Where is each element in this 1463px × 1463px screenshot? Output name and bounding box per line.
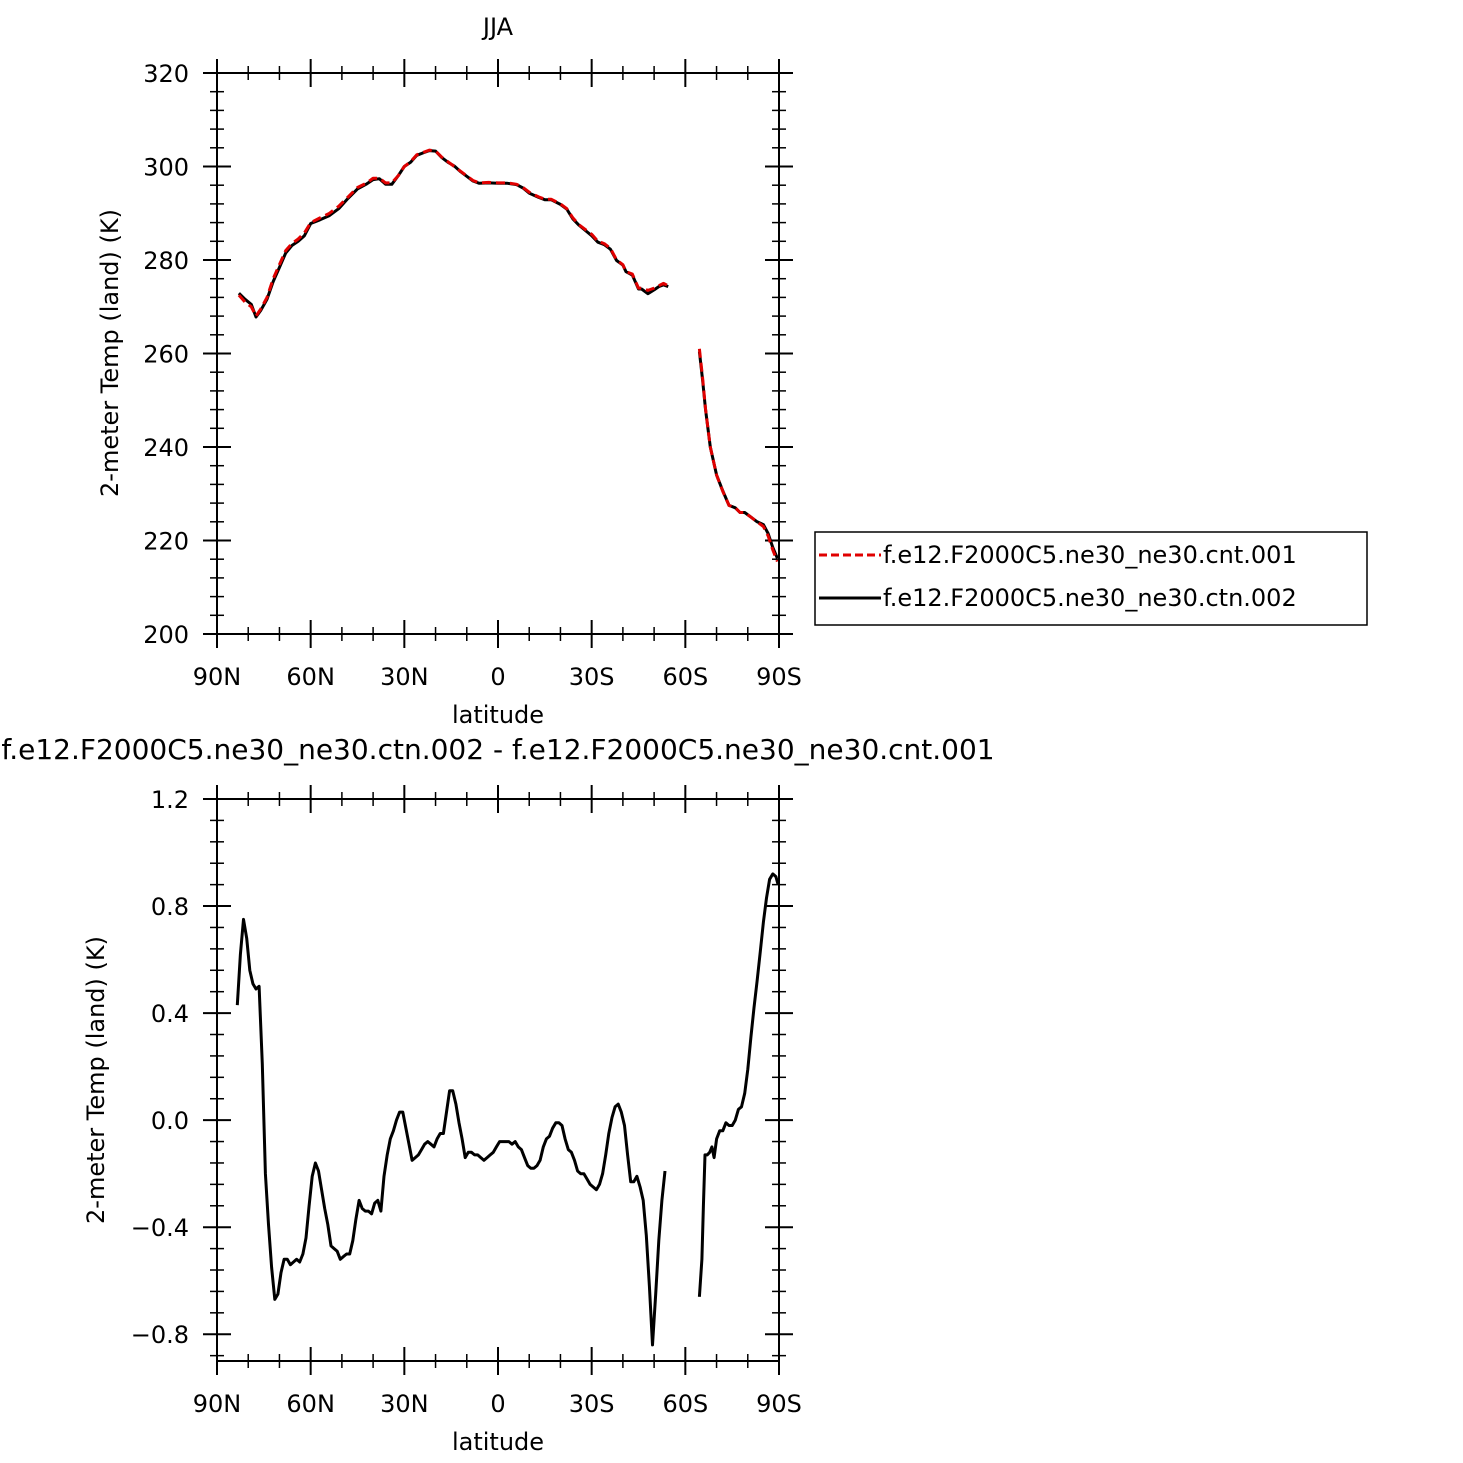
y-tick-label: −0.8 bbox=[131, 1321, 189, 1349]
top-panel: JJA 2-meter Temp (land) (K) latitude 200… bbox=[96, 13, 1368, 729]
bottom-y-tick-labels: −0.8 −0.4 0.0 0.4 0.8 1.2 bbox=[131, 786, 189, 1349]
y-tick-label: 240 bbox=[143, 434, 189, 462]
bottom-panel: f.e12.F2000C5.ne30_ne30.ctn.002 - f.e12.… bbox=[1, 733, 994, 1456]
x-tick-label: 30N bbox=[380, 1390, 429, 1418]
bottom-title: f.e12.F2000C5.ne30_ne30.ctn.002 - f.e12.… bbox=[1, 733, 994, 766]
y-tick-label: 200 bbox=[143, 621, 189, 649]
top-x-axis-label: latitude bbox=[452, 701, 544, 729]
bottom-series-lines bbox=[235, 872, 780, 1347]
legend-label-ctn002: f.e12.F2000C5.ne30_ne30.ctn.002 bbox=[883, 584, 1297, 612]
series-line-difference bbox=[235, 917, 667, 1347]
x-tick-label: 0 bbox=[490, 663, 505, 691]
bottom-y-axis-label: 2-meter Temp (land) (K) bbox=[82, 936, 110, 1224]
y-tick-label: 260 bbox=[143, 341, 189, 369]
top-y-tick-labels: 200 220 240 260 280 300 320 bbox=[143, 60, 189, 649]
y-tick-label: 1.2 bbox=[151, 786, 189, 814]
bottom-x-tick-labels: 90N 60N 30N 0 30S 60S 90S bbox=[193, 1390, 802, 1418]
top-y-axis-label: 2-meter Temp (land) (K) bbox=[96, 209, 124, 497]
x-tick-label: 60N bbox=[286, 663, 335, 691]
bottom-ticks bbox=[203, 785, 793, 1375]
y-tick-label: 280 bbox=[143, 247, 189, 275]
series-line-difference bbox=[697, 872, 780, 1297]
x-tick-label: 60S bbox=[662, 1390, 708, 1418]
top-legend: f.e12.F2000C5.ne30_ne30.cnt.001 f.e12.F2… bbox=[814, 531, 1368, 626]
x-tick-label: 60N bbox=[286, 1390, 335, 1418]
series-line-cnt001 bbox=[697, 348, 779, 563]
y-tick-label: 0.4 bbox=[151, 1000, 189, 1028]
top-series-lines bbox=[237, 148, 779, 563]
bottom-x-axis-label: latitude bbox=[452, 1428, 544, 1456]
top-title: JJA bbox=[481, 13, 514, 41]
bottom-plot-frame bbox=[216, 798, 780, 1362]
x-tick-label: 90N bbox=[193, 1390, 242, 1418]
legend-box bbox=[814, 531, 1368, 626]
x-tick-label: 90N bbox=[193, 663, 242, 691]
y-tick-label: 320 bbox=[143, 60, 189, 88]
x-tick-label: 30S bbox=[569, 663, 615, 691]
y-tick-label: 0.0 bbox=[151, 1107, 189, 1135]
x-tick-label: 60S bbox=[662, 663, 708, 691]
x-tick-label: 0 bbox=[490, 1390, 505, 1418]
series-line-cnt001 bbox=[237, 148, 669, 318]
x-tick-label: 30S bbox=[569, 1390, 615, 1418]
x-tick-label: 90S bbox=[756, 1390, 802, 1418]
y-tick-label: 220 bbox=[143, 528, 189, 556]
y-tick-label: −0.4 bbox=[131, 1214, 189, 1242]
y-tick-label: 0.8 bbox=[151, 893, 189, 921]
top-x-tick-labels: 90N 60N 30N 0 30S 60S 90S bbox=[193, 663, 802, 691]
x-tick-label: 90S bbox=[756, 663, 802, 691]
x-tick-label: 30N bbox=[380, 663, 429, 691]
legend-label-cnt001: f.e12.F2000C5.ne30_ne30.cnt.001 bbox=[883, 541, 1297, 569]
top-ticks bbox=[203, 59, 793, 648]
series-line-ctn002 bbox=[237, 149, 669, 319]
top-plot-frame bbox=[216, 72, 780, 635]
y-tick-label: 300 bbox=[143, 154, 189, 182]
